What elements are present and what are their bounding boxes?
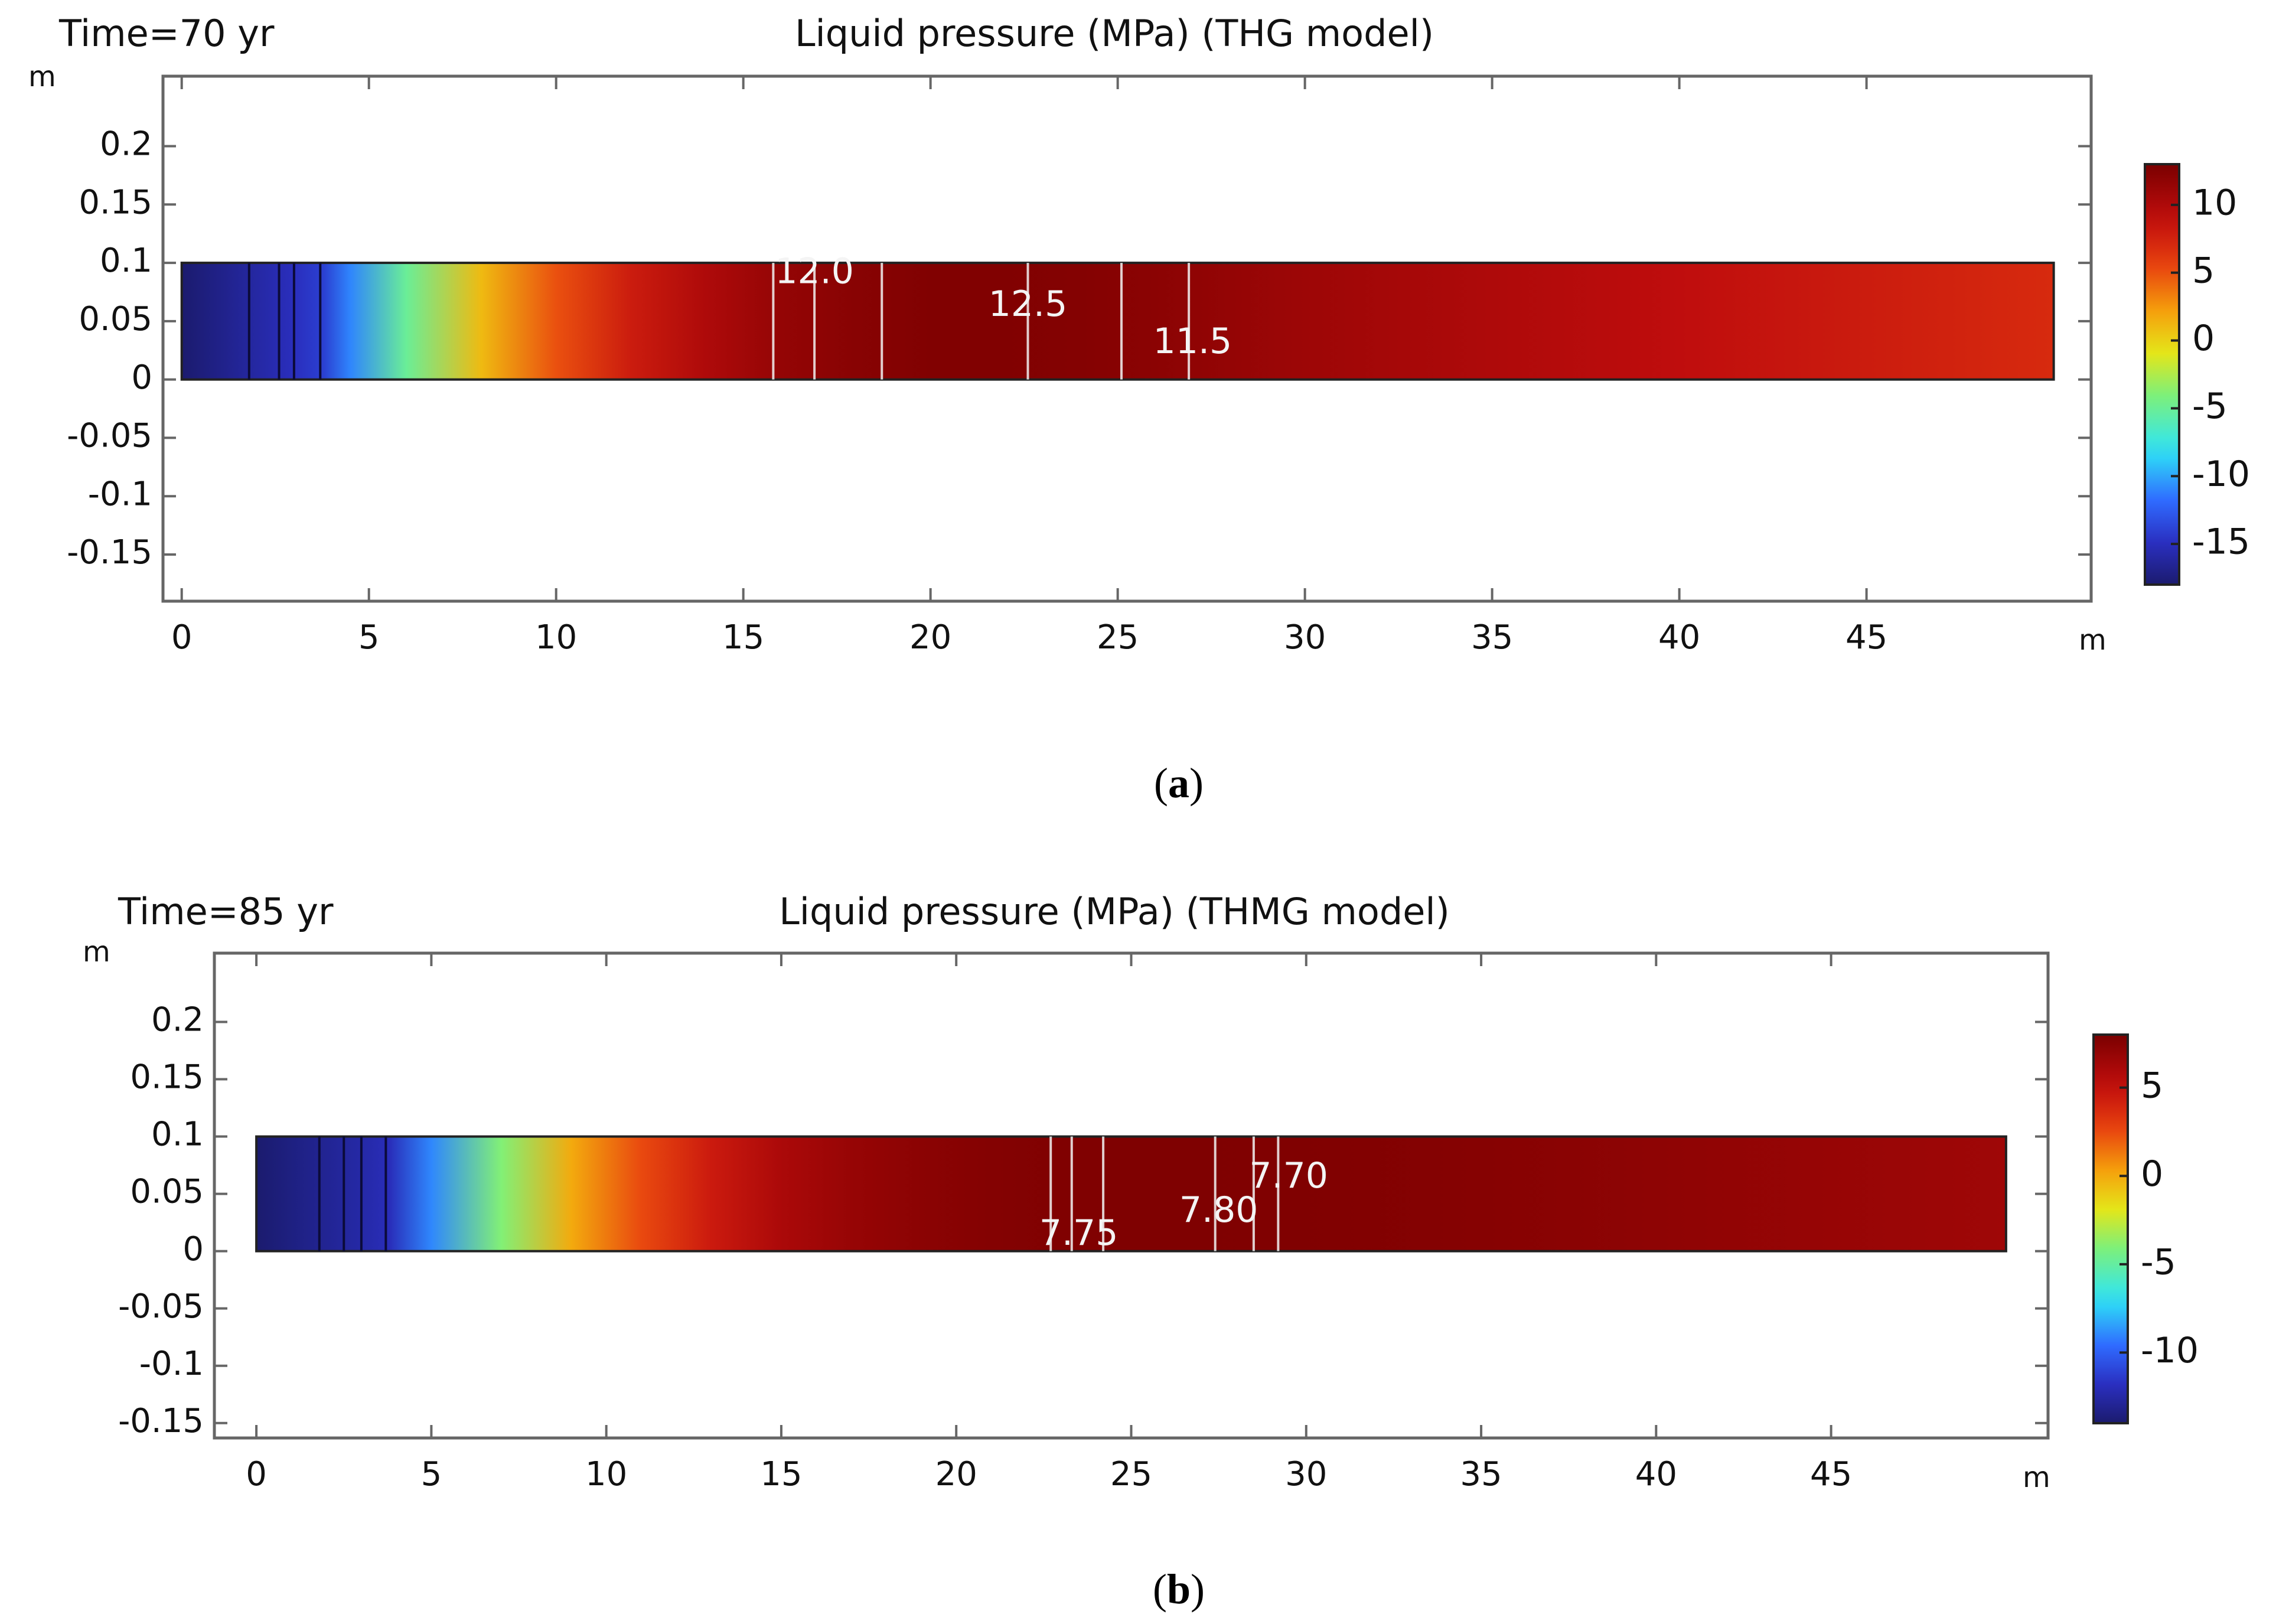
y-tick-label: 0.15 — [79, 183, 152, 221]
panel-b: Time=85 yr Liquid pressure (MPa) (THMG m… — [83, 890, 2199, 1613]
y-tick-label: 0.2 — [100, 125, 152, 164]
chart-title: Liquid pressure (MPa) (THMG model) — [779, 890, 1450, 933]
x-tick-label: 15 — [722, 618, 764, 657]
x-tick-label: 45 — [1810, 1455, 1852, 1493]
pressure-field — [255, 1135, 2007, 1253]
x-tick-label: 35 — [1471, 618, 1513, 657]
x-tick-label: 15 — [760, 1455, 802, 1493]
y-tick-label: 0.15 — [130, 1058, 204, 1097]
colorbar-tick-label: 5 — [2141, 1065, 2163, 1106]
contour-label: 7.70 — [1249, 1155, 1328, 1196]
colorbar-tick-label: 10 — [2192, 182, 2237, 223]
y-tick-label: 0.05 — [130, 1173, 204, 1211]
colorbar — [2144, 163, 2180, 586]
y-unit-label: m — [83, 935, 110, 968]
panel-caption: (b) — [1153, 1566, 1205, 1613]
x-tick-label: 30 — [1285, 1455, 1327, 1493]
contour-label: 7.75 — [1039, 1212, 1119, 1254]
x-tick-label: 20 — [909, 618, 951, 657]
time-label: Time=70 yr — [58, 12, 275, 55]
panel-caption: (a) — [1154, 759, 1204, 807]
x-tick-label: 25 — [1097, 618, 1139, 657]
y-tick-label: 0 — [131, 358, 152, 397]
colorbar-tick-label: -10 — [2141, 1330, 2199, 1371]
contour-label: 12.5 — [989, 283, 1068, 325]
x-tick-label: 25 — [1110, 1455, 1152, 1493]
x-tick-label: 5 — [421, 1455, 442, 1493]
x-tick-label: 5 — [358, 618, 380, 657]
x-tick-label: 40 — [1635, 1455, 1677, 1493]
x-tick-label: 0 — [246, 1455, 267, 1493]
chart-title: Liquid pressure (MPa) (THG model) — [795, 12, 1434, 55]
colorbar-tick-label: 0 — [2192, 318, 2215, 359]
x-tick-label: 35 — [1460, 1455, 1502, 1493]
x-tick-label: 20 — [935, 1455, 977, 1493]
colorbar — [2092, 1033, 2129, 1424]
y-tick-label: 0.05 — [79, 300, 152, 338]
x-tick-label: 10 — [585, 1455, 627, 1493]
colorbar-tick-label: -15 — [2192, 521, 2250, 563]
y-tick-label: -0.1 — [139, 1345, 204, 1383]
x-unit-label: m — [2079, 624, 2107, 657]
contour-label: 12.0 — [775, 250, 854, 292]
y-tick-label: 0.1 — [100, 242, 152, 280]
x-tick-label: 45 — [1845, 618, 1887, 657]
y-tick-label: -0.05 — [118, 1287, 204, 1326]
panel-a: Time=70 yr Liquid pressure (MPa) (THG mo… — [28, 12, 2250, 807]
y-tick-label: -0.15 — [118, 1402, 204, 1440]
pressure-field — [180, 262, 2055, 381]
x-unit-label: m — [2023, 1461, 2050, 1494]
colorbar-tick-label: -5 — [2141, 1241, 2176, 1283]
contour-label: 11.5 — [1153, 321, 1232, 362]
colorbar-tick-label: 0 — [2141, 1153, 2163, 1195]
plot-frame — [161, 74, 2093, 603]
y-tick-label: -0.05 — [67, 417, 152, 455]
colorbar-tick-label: -5 — [2192, 386, 2228, 427]
y-unit-label: m — [28, 60, 56, 93]
contour-label: 7.80 — [1179, 1189, 1258, 1231]
time-label: Time=85 yr — [118, 890, 334, 933]
x-tick-label: 40 — [1658, 618, 1700, 657]
y-tick-label: -0.15 — [67, 533, 152, 572]
colorbar-tick-label: 5 — [2192, 250, 2215, 291]
x-tick-label: 10 — [535, 618, 577, 657]
x-tick-label: 30 — [1284, 618, 1326, 657]
y-tick-label: -0.1 — [88, 475, 152, 513]
y-tick-label: 0.2 — [151, 1001, 204, 1039]
colorbar-tick-label: -10 — [2192, 454, 2250, 495]
x-tick-label: 0 — [171, 618, 193, 657]
y-tick-label: 0.1 — [151, 1116, 204, 1154]
y-tick-label: 0 — [182, 1230, 204, 1268]
